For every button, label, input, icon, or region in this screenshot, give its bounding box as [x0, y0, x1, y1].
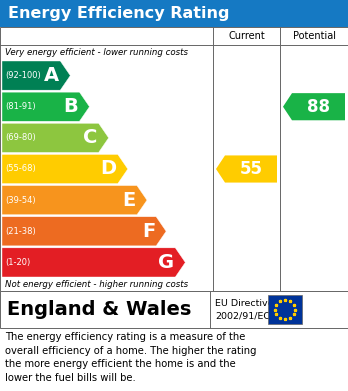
Text: C: C — [83, 128, 98, 147]
Polygon shape — [2, 186, 147, 215]
Text: (39-54): (39-54) — [5, 196, 35, 204]
Text: (21-38): (21-38) — [5, 227, 36, 236]
Text: England & Wales: England & Wales — [7, 300, 191, 319]
Text: (81-91): (81-91) — [5, 102, 35, 111]
Text: Not energy efficient - higher running costs: Not energy efficient - higher running co… — [5, 280, 188, 289]
Polygon shape — [216, 156, 277, 183]
Text: E: E — [123, 191, 136, 210]
Text: The energy efficiency rating is a measure of the
overall efficiency of a home. T: The energy efficiency rating is a measur… — [5, 332, 256, 383]
Text: Potential: Potential — [293, 31, 335, 41]
Polygon shape — [2, 154, 128, 183]
Text: (1-20): (1-20) — [5, 258, 30, 267]
Text: 2002/91/EC: 2002/91/EC — [215, 311, 270, 320]
Polygon shape — [2, 123, 109, 152]
Text: A: A — [44, 66, 59, 85]
Text: (92-100): (92-100) — [5, 71, 41, 80]
Bar — [268, 295, 302, 324]
Text: Energy Efficiency Rating: Energy Efficiency Rating — [8, 6, 229, 21]
Text: F: F — [142, 222, 155, 241]
Text: (69-80): (69-80) — [5, 133, 36, 142]
Polygon shape — [283, 93, 345, 120]
Polygon shape — [2, 248, 185, 277]
Bar — [0, 27, 348, 291]
Text: G: G — [158, 253, 174, 272]
Polygon shape — [2, 92, 89, 121]
Text: 55: 55 — [239, 160, 262, 178]
Bar — [0, 291, 348, 328]
Text: Very energy efficient - lower running costs: Very energy efficient - lower running co… — [5, 48, 188, 57]
Polygon shape — [2, 61, 70, 90]
Text: (55-68): (55-68) — [5, 165, 36, 174]
Text: D: D — [101, 160, 117, 179]
Text: B: B — [64, 97, 78, 116]
Text: Current: Current — [228, 31, 265, 41]
Text: EU Directive: EU Directive — [215, 299, 274, 308]
Polygon shape — [2, 217, 166, 246]
Text: 88: 88 — [307, 98, 330, 116]
Bar — [0, 0, 348, 27]
